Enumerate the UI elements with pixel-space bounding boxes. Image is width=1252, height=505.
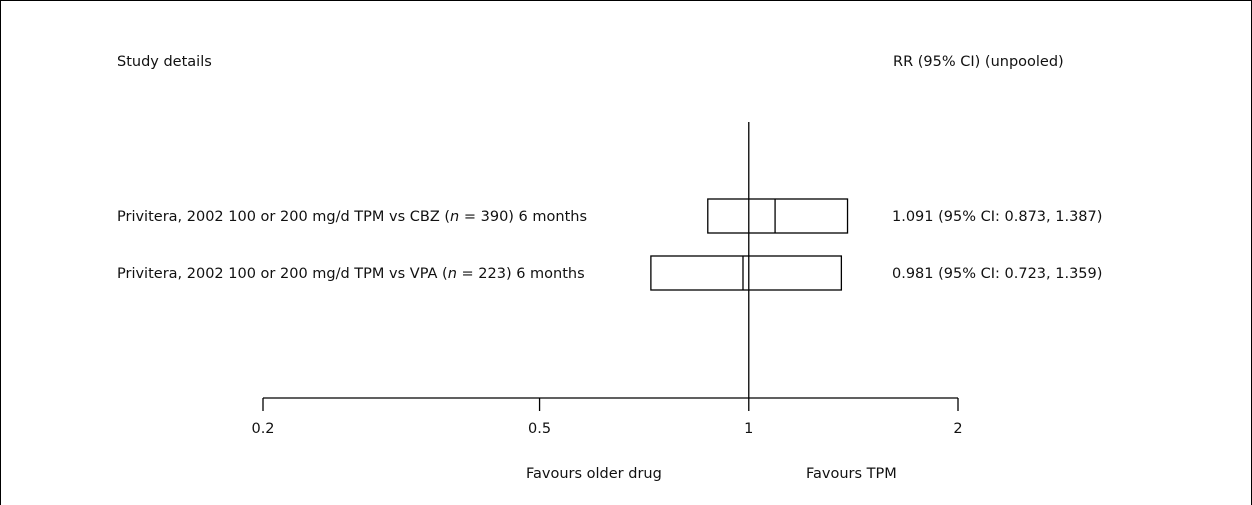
study-label: Privitera, 2002 100 or 200 mg/d TPM vs C… — [117, 209, 587, 225]
study-label-prefix: Privitera, 2002 100 or 200 mg/d TPM vs C… — [117, 209, 450, 225]
favours-tpm-label: Favours TPM — [806, 466, 897, 482]
x-tick-label: 2 — [953, 421, 962, 437]
study-result: 0.981 (95% CI: 0.723, 1.359) — [892, 266, 1102, 282]
header-rr-ci: RR (95% CI) (unpooled) — [893, 54, 1064, 70]
study-label-n: n — [450, 209, 459, 225]
x-tick-label: 1 — [744, 421, 753, 437]
header-study-details: Study details — [117, 54, 212, 70]
study-label-suffix: = 390) 6 months — [459, 209, 587, 225]
ci-box — [650, 255, 843, 291]
x-tick-label: 0.2 — [251, 421, 274, 437]
favours-older-drug-label: Favours older drug — [526, 466, 662, 482]
study-label: Privitera, 2002 100 or 200 mg/d TPM vs V… — [117, 266, 585, 282]
ci-box — [707, 198, 849, 234]
study-label-prefix: Privitera, 2002 100 or 200 mg/d TPM vs V… — [117, 266, 448, 282]
study-label-suffix: = 223) 6 months — [457, 266, 585, 282]
study-label-n: n — [448, 266, 457, 282]
study-result: 1.091 (95% CI: 0.873, 1.387) — [892, 209, 1102, 225]
x-tick-label: 0.5 — [528, 421, 551, 437]
